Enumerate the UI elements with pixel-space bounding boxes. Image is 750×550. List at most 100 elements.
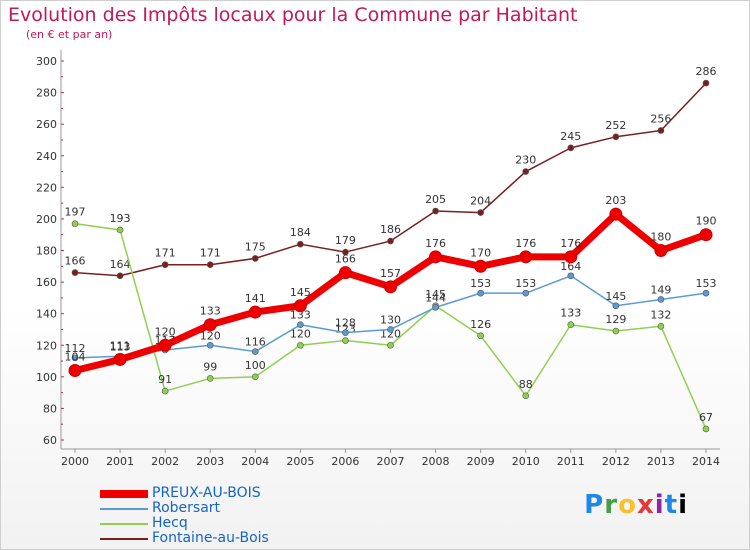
- data-label-fontaine-au-bois: 179: [335, 234, 356, 247]
- data-label-fontaine-au-bois: 171: [200, 247, 221, 260]
- chart-subtitle: (en € et par an): [26, 28, 113, 41]
- data-label-preux-au-bois: 133: [200, 305, 221, 318]
- x-tick-label: 2006: [331, 455, 359, 468]
- data-point-preux-au-bois: [248, 305, 262, 319]
- data-point-hecq: [567, 321, 575, 329]
- data-point-robersart: [612, 302, 620, 310]
- x-tick-label: 2010: [512, 455, 540, 468]
- data-point-robersart: [657, 296, 665, 303]
- data-label-hecq: 88: [519, 378, 533, 391]
- data-point-preux-au-bois: [609, 207, 623, 221]
- data-label-preux-au-bois: 176: [515, 237, 536, 250]
- data-point-hecq: [522, 392, 530, 400]
- y-tick-label: 100: [36, 371, 57, 384]
- legend-item: PREUX-AU-BOIS: [100, 486, 269, 501]
- y-tick-label: 180: [36, 245, 57, 258]
- data-point-preux-au-bois: [293, 299, 307, 313]
- x-tick-label: 2014: [692, 455, 720, 468]
- data-point-hecq: [116, 226, 124, 234]
- data-label-preux-au-bois: 176: [560, 237, 581, 250]
- data-point-hecq: [702, 425, 710, 433]
- x-tick-label: 2003: [196, 455, 224, 468]
- data-point-fontaine-au-bois: [251, 255, 259, 262]
- data-label-robersart: 153: [515, 277, 536, 290]
- data-point-preux-au-bois: [564, 250, 578, 264]
- data-point-fontaine-au-bois: [702, 79, 710, 87]
- data-point-fontaine-au-bois: [612, 133, 620, 141]
- data-label-hecq: 132: [650, 308, 671, 321]
- data-point-preux-au-bois: [519, 250, 533, 264]
- data-point-robersart: [206, 341, 214, 349]
- data-point-preux-au-bois: [203, 318, 217, 332]
- data-label-fontaine-au-bois: 245: [560, 130, 581, 143]
- data-point-fontaine-au-bois: [657, 127, 665, 134]
- x-tick-label: 2013: [647, 455, 675, 468]
- data-point-fontaine-au-bois: [387, 237, 394, 245]
- data-point-preux-au-bois: [474, 259, 488, 273]
- data-label-fontaine-au-bois: 171: [155, 247, 176, 260]
- data-label-hecq: 100: [245, 359, 266, 372]
- data-label-hecq: 129: [605, 313, 626, 326]
- y-tick-label: 120: [36, 339, 57, 352]
- data-point-fontaine-au-bois: [477, 209, 484, 216]
- data-label-fontaine-au-bois: 186: [380, 223, 401, 236]
- data-label-fontaine-au-bois: 164: [110, 258, 131, 271]
- data-point-hecq: [612, 327, 620, 335]
- data-point-preux-au-bois: [68, 364, 82, 378]
- data-point-hecq: [251, 373, 259, 381]
- data-point-robersart: [432, 304, 439, 311]
- data-label-robersart: 153: [470, 277, 491, 290]
- data-point-fontaine-au-bois: [522, 168, 530, 175]
- data-point-preux-au-bois: [338, 266, 352, 280]
- legend-item: Hecq: [100, 516, 269, 531]
- y-tick-label: 240: [36, 150, 57, 163]
- data-point-robersart: [71, 354, 79, 362]
- data-point-fontaine-au-bois: [297, 240, 304, 248]
- data-point-fontaine-au-bois: [116, 272, 124, 280]
- legend-item: Robersart: [100, 501, 269, 516]
- data-label-preux-au-bois: 111: [110, 339, 131, 352]
- data-label-hecq: 133: [560, 307, 581, 320]
- data-point-preux-au-bois: [113, 352, 127, 366]
- data-point-hecq: [206, 375, 214, 382]
- y-tick-label: 60: [43, 434, 57, 447]
- data-label-robersart: 153: [696, 277, 717, 290]
- data-point-fontaine-au-bois: [161, 261, 169, 269]
- legend-label: Hecq: [152, 515, 188, 531]
- data-label-preux-au-bois: 166: [335, 253, 356, 266]
- data-label-fontaine-au-bois: 205: [425, 193, 446, 206]
- data-label-robersart: 145: [605, 290, 626, 303]
- legend-label: PREUX-AU-BOIS: [152, 485, 261, 501]
- data-point-robersart: [251, 348, 259, 355]
- data-label-preux-au-bois: 145: [290, 286, 311, 299]
- y-tick-label: 200: [36, 213, 57, 226]
- y-tick-label: 300: [36, 55, 57, 68]
- data-point-preux-au-bois: [384, 280, 397, 294]
- data-label-preux-au-bois: 176: [425, 237, 446, 250]
- data-point-fontaine-au-bois: [206, 261, 214, 269]
- data-point-hecq: [161, 387, 169, 395]
- legend-label: Fontaine-au-Bois: [152, 530, 269, 546]
- x-tick-label: 2007: [377, 455, 405, 468]
- y-tick-label: 220: [36, 181, 57, 194]
- data-label-fontaine-au-bois: 184: [290, 226, 311, 239]
- y-tick-label: 160: [36, 276, 57, 289]
- data-point-preux-au-bois: [429, 250, 443, 264]
- legend-swatch: [100, 522, 148, 525]
- data-point-fontaine-au-bois: [432, 207, 439, 215]
- y-tick-label: 80: [43, 402, 57, 415]
- data-point-robersart: [522, 289, 530, 297]
- proxiti-logo: Proxiti: [584, 490, 688, 520]
- data-point-hecq: [297, 341, 304, 349]
- x-tick-label: 2002: [151, 455, 179, 468]
- data-point-preux-au-bois: [158, 338, 172, 352]
- data-label-preux-au-bois: 120: [155, 325, 176, 338]
- data-point-robersart: [342, 329, 349, 336]
- x-tick-label: 2012: [602, 455, 630, 468]
- x-tick-label: 2001: [106, 455, 134, 468]
- chart-title: Evolution des Impôts locaux pour la Comm…: [8, 4, 578, 26]
- data-label-hecq: 126: [470, 318, 491, 331]
- data-label-preux-au-bois: 203: [605, 194, 626, 207]
- x-tick-label: 2008: [422, 455, 450, 468]
- data-label-robersart: 130: [380, 313, 401, 326]
